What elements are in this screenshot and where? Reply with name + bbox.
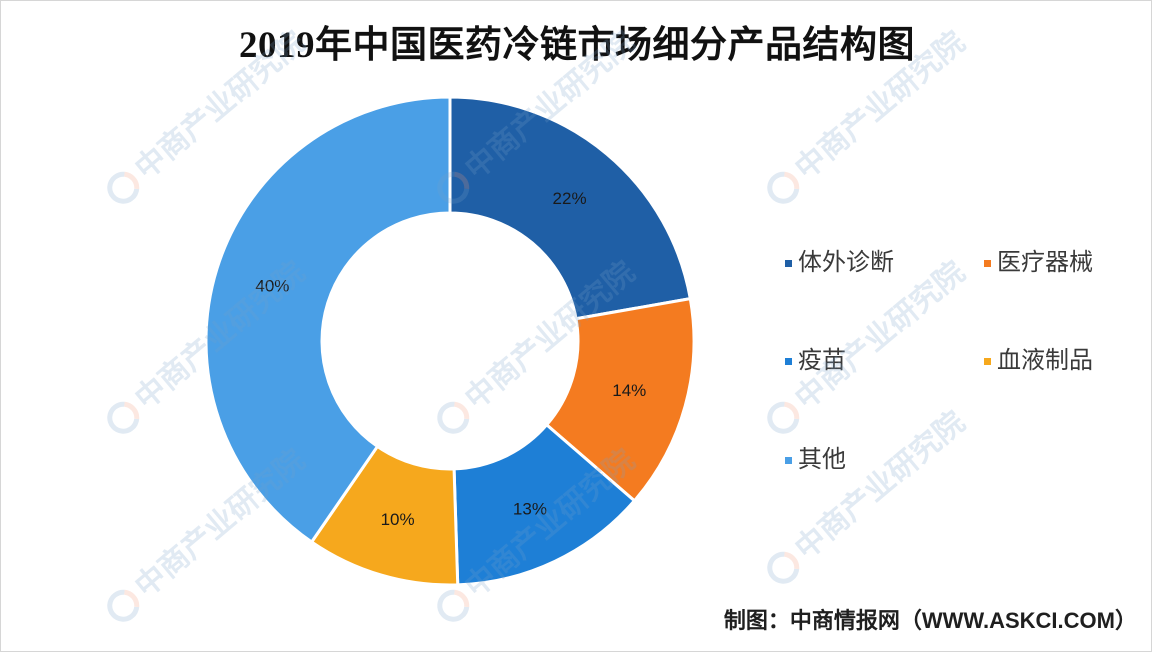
source-credit: 制图：中商情报网（WWW.ASKCI.COM）: [723, 608, 1137, 633]
watermark-logo-icon: [760, 545, 806, 591]
legend-label: 血液制品: [997, 347, 1093, 374]
legend-item-vaccines: 疫苗: [785, 347, 846, 375]
legend-item-other: 其他: [785, 446, 846, 474]
legend-marker: [984, 357, 991, 365]
donut-slices: [204, 95, 696, 587]
legend-label: 体外诊断: [798, 249, 894, 276]
legend-label: 其他: [798, 446, 846, 473]
data-label-vaccines: 13%: [513, 499, 547, 518]
watermark-logo-icon: [100, 165, 146, 211]
legend-marker: [984, 259, 991, 267]
slice-other: [204, 95, 452, 545]
watermark-text: 中商产业研究院: [789, 405, 972, 566]
legend-marker: [785, 456, 792, 464]
legend-label: 疫苗: [798, 347, 846, 374]
legend-marker: [785, 259, 792, 267]
data-label-other: 40%: [255, 276, 289, 295]
watermark: 中商产业研究院: [760, 406, 972, 591]
legend-marker: [785, 357, 792, 365]
legend-label: 医疗器械: [997, 249, 1093, 276]
donut-chart: 22% 14% 13% 10% 40%: [204, 95, 696, 587]
data-label-in-vitro-diagnostics: 22%: [553, 189, 587, 208]
legend-item-blood-products: 血液制品: [984, 347, 1093, 375]
chart-title: 2019年中国医药冷链市场细分产品结构图: [239, 25, 915, 66]
watermark-logo-icon: [760, 165, 806, 211]
watermark-logo-icon: [100, 583, 146, 629]
watermark-logo-icon: [100, 395, 146, 441]
data-label-medical-devices: 14%: [612, 381, 646, 400]
watermark-logo-icon: [760, 395, 806, 441]
watermark-text: 中商产业研究院: [789, 255, 972, 416]
legend-item-in-vitro-diagnostics: 体外诊断: [785, 249, 894, 277]
donut-data-labels: 22% 14% 13% 10% 40%: [255, 189, 646, 529]
slice-in-vitro-diagnostics: [448, 95, 693, 321]
data-label-blood-products: 10%: [381, 510, 415, 529]
legend-item-medical-devices: 医疗器械: [984, 249, 1093, 277]
